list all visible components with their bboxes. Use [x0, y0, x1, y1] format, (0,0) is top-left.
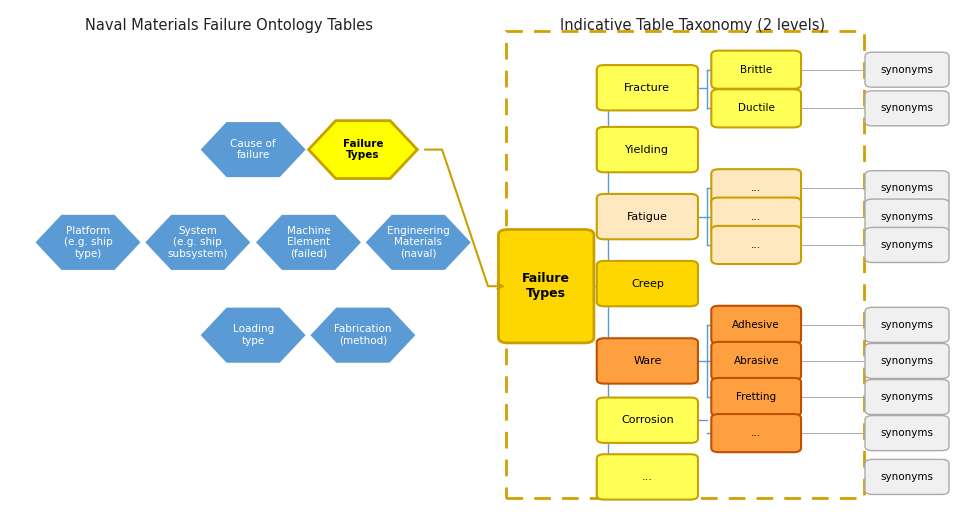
FancyBboxPatch shape: [865, 307, 949, 342]
FancyBboxPatch shape: [711, 226, 801, 264]
Text: Fatigue: Fatigue: [627, 211, 668, 221]
Text: Naval Materials Failure Ontology Tables: Naval Materials Failure Ontology Tables: [86, 18, 373, 33]
Text: Platform
(e.g. ship
type): Platform (e.g. ship type): [63, 226, 112, 259]
FancyBboxPatch shape: [711, 198, 801, 236]
Text: Indicative Table Taxonomy (2 levels): Indicative Table Taxonomy (2 levels): [560, 18, 825, 33]
Polygon shape: [364, 214, 472, 271]
FancyBboxPatch shape: [865, 379, 949, 414]
FancyBboxPatch shape: [865, 459, 949, 494]
FancyBboxPatch shape: [865, 343, 949, 379]
FancyBboxPatch shape: [865, 91, 949, 126]
Polygon shape: [199, 120, 308, 178]
Text: Loading
type: Loading type: [233, 325, 274, 346]
FancyBboxPatch shape: [597, 261, 698, 306]
Text: Ductile: Ductile: [737, 103, 774, 114]
Text: Fabrication
(method): Fabrication (method): [334, 325, 392, 346]
FancyBboxPatch shape: [711, 169, 801, 207]
Text: synonyms: synonyms: [880, 472, 933, 482]
Text: ...: ...: [751, 183, 762, 193]
Text: Machine
Element
(failed): Machine Element (failed): [286, 226, 330, 259]
FancyBboxPatch shape: [865, 171, 949, 206]
Polygon shape: [199, 306, 308, 364]
FancyBboxPatch shape: [711, 50, 801, 89]
Text: Brittle: Brittle: [740, 65, 772, 75]
FancyBboxPatch shape: [711, 89, 801, 127]
Text: Engineering
Materials
(naval): Engineering Materials (naval): [387, 226, 450, 259]
Text: synonyms: synonyms: [880, 320, 933, 330]
Text: synonyms: synonyms: [880, 183, 933, 193]
Text: Failure
Types: Failure Types: [522, 272, 570, 300]
Polygon shape: [143, 214, 252, 271]
FancyBboxPatch shape: [711, 342, 801, 380]
FancyBboxPatch shape: [597, 65, 698, 110]
Polygon shape: [309, 120, 417, 178]
FancyBboxPatch shape: [597, 398, 698, 443]
FancyBboxPatch shape: [865, 416, 949, 451]
Text: Ware: Ware: [633, 356, 661, 366]
Text: synonyms: synonyms: [880, 392, 933, 402]
FancyBboxPatch shape: [711, 378, 801, 416]
Polygon shape: [254, 214, 363, 271]
Text: synonyms: synonyms: [880, 103, 933, 114]
FancyBboxPatch shape: [865, 52, 949, 87]
Text: Abrasive: Abrasive: [733, 356, 779, 366]
Text: synonyms: synonyms: [880, 65, 933, 75]
Text: Yielding: Yielding: [625, 145, 669, 155]
Text: Cause of
failure: Cause of failure: [230, 139, 276, 160]
FancyBboxPatch shape: [711, 306, 801, 344]
Text: ...: ...: [642, 472, 653, 482]
FancyBboxPatch shape: [597, 454, 698, 500]
Text: ...: ...: [751, 240, 762, 250]
Polygon shape: [33, 214, 142, 271]
Text: Failure
Types: Failure Types: [343, 139, 383, 160]
Text: Creep: Creep: [631, 279, 664, 289]
Text: synonyms: synonyms: [880, 240, 933, 250]
FancyBboxPatch shape: [711, 414, 801, 452]
Text: System
(e.g. ship
subsystem): System (e.g. ship subsystem): [168, 226, 228, 259]
FancyBboxPatch shape: [499, 229, 594, 343]
FancyBboxPatch shape: [865, 199, 949, 234]
FancyBboxPatch shape: [597, 194, 698, 239]
Text: Fretting: Fretting: [736, 392, 776, 402]
Text: Fracture: Fracture: [624, 83, 670, 93]
FancyBboxPatch shape: [597, 338, 698, 383]
Text: ...: ...: [751, 428, 762, 438]
Text: synonyms: synonyms: [880, 356, 933, 366]
Text: synonyms: synonyms: [880, 428, 933, 438]
Text: Corrosion: Corrosion: [621, 415, 674, 425]
Text: Adhesive: Adhesive: [732, 320, 780, 330]
FancyBboxPatch shape: [597, 127, 698, 173]
FancyBboxPatch shape: [865, 227, 949, 262]
Text: synonyms: synonyms: [880, 211, 933, 221]
Text: ...: ...: [751, 211, 762, 221]
Polygon shape: [309, 306, 417, 364]
